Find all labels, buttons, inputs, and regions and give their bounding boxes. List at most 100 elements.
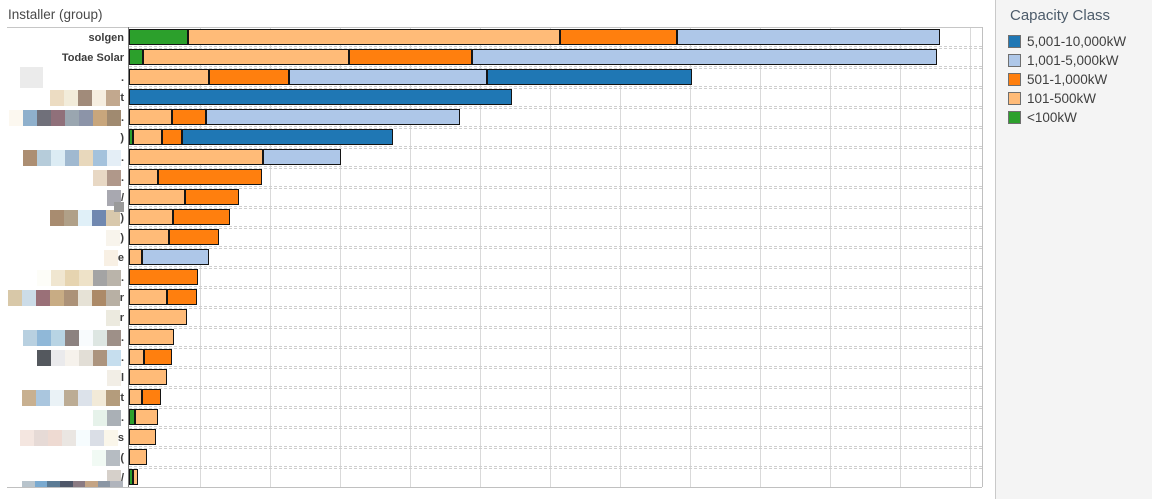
stacked-bar[interactable] <box>129 409 158 425</box>
row-label-text: solgen <box>88 32 124 44</box>
bar-segment-k501_1000[interactable] <box>162 129 182 145</box>
bar-segment-k501_1000[interactable] <box>142 389 161 405</box>
bar-segment-lt100[interactable] <box>129 409 135 425</box>
bar-segment-k101_500[interactable] <box>135 409 158 425</box>
bar-segment-k101_500[interactable] <box>129 109 172 125</box>
stacked-bar[interactable] <box>129 449 147 465</box>
bar-segment-k1001_5000[interactable] <box>263 149 341 165</box>
bar-segment-k501_1000[interactable] <box>158 169 262 185</box>
redacted-label-block <box>92 90 107 106</box>
row-label: . <box>0 68 126 88</box>
row-label: r <box>0 308 126 328</box>
stacked-bar[interactable] <box>129 29 940 45</box>
bar-row <box>129 308 982 329</box>
bar-segment-k101_500[interactable] <box>133 129 162 145</box>
bar-segment-k101_500[interactable] <box>129 329 174 345</box>
stacked-bar[interactable] <box>129 229 219 245</box>
bar-segment-lt100[interactable] <box>129 29 188 45</box>
bar-segment-k101_500[interactable] <box>129 429 156 445</box>
stacked-bar[interactable] <box>129 49 937 65</box>
row-separator <box>129 348 982 349</box>
legend-item-k1001_5000[interactable]: 1,001-5,000kW <box>996 51 1152 70</box>
bar-row <box>129 288 982 309</box>
bar-segment-k101_500[interactable] <box>129 229 169 245</box>
bar-segment-k1001_5000[interactable] <box>289 69 487 85</box>
redacted-label-block <box>64 350 79 366</box>
stacked-bar[interactable] <box>129 309 187 325</box>
bar-segment-k501_1000[interactable] <box>169 229 219 245</box>
stacked-bar[interactable] <box>129 389 161 405</box>
stacked-bar[interactable] <box>129 289 197 305</box>
bar-segment-k101_500[interactable] <box>129 149 263 165</box>
legend-item-k501_1000[interactable]: 501-1,000kW <box>996 70 1152 89</box>
redacted-label-block <box>78 110 93 126</box>
bar-segment-k101_500[interactable] <box>129 449 147 465</box>
stacked-bar[interactable] <box>129 429 156 445</box>
row-label: . <box>0 348 126 368</box>
stacked-bar[interactable] <box>129 129 393 145</box>
bar-segment-k101_500[interactable] <box>129 169 158 185</box>
bar-segment-k501_1000[interactable] <box>129 269 198 285</box>
bar-segment-k1001_5000[interactable] <box>142 249 209 265</box>
bar-segment-k501_1000[interactable] <box>167 289 197 305</box>
legend-item-k101_500[interactable]: 101-500kW <box>996 89 1152 108</box>
bar-segment-k501_1000[interactable] <box>144 349 172 365</box>
bar-segment-k101_500[interactable] <box>129 369 167 385</box>
stacked-bar[interactable] <box>129 369 167 385</box>
stacked-bar[interactable] <box>129 349 172 365</box>
bar-segment-k501_1000[interactable] <box>209 69 289 85</box>
bar-segment-k101_500[interactable] <box>129 309 187 325</box>
bar-segment-k5001_10000[interactable] <box>487 69 692 85</box>
bar-segment-k101_500[interactable] <box>129 389 142 405</box>
legend-swatch-icon <box>1008 73 1021 86</box>
bar-segment-k101_500[interactable] <box>129 189 185 205</box>
redacted-label-block <box>47 481 60 487</box>
bar-segment-k101_500[interactable] <box>129 69 209 85</box>
stacked-bar[interactable] <box>129 469 138 485</box>
row-separator <box>129 248 982 249</box>
bar-segment-k101_500[interactable] <box>129 209 173 225</box>
bar-segment-k101_500[interactable] <box>129 249 142 265</box>
stacked-bar[interactable] <box>129 109 460 125</box>
bar-segment-k5001_10000[interactable] <box>182 129 393 145</box>
bar-segment-k501_1000[interactable] <box>173 209 230 225</box>
bar-segment-k101_500[interactable] <box>133 469 138 485</box>
redacted-label-block <box>22 150 37 166</box>
bar-segment-lt100[interactable] <box>129 469 133 485</box>
stacked-bar[interactable] <box>129 169 262 185</box>
bar-segment-lt100[interactable] <box>129 129 133 145</box>
bar-segment-k501_1000[interactable] <box>172 109 206 125</box>
bar-segment-k1001_5000[interactable] <box>677 29 940 45</box>
stacked-bar[interactable] <box>129 329 174 345</box>
stacked-bar[interactable] <box>129 69 692 85</box>
stacked-bar[interactable] <box>129 269 198 285</box>
legend-item-lt100[interactable]: <100kW <box>996 108 1152 127</box>
row-axis-header: Installer (group) <box>8 7 103 22</box>
bar-segment-lt100[interactable] <box>129 49 143 65</box>
bar-segment-k1001_5000[interactable] <box>206 109 460 125</box>
stacked-bar[interactable] <box>129 89 512 105</box>
bar-segment-k101_500[interactable] <box>129 289 167 305</box>
bar-segment-k101_500[interactable] <box>129 349 144 365</box>
redacted-label-block <box>92 350 107 366</box>
bar-segment-k501_1000[interactable] <box>185 189 239 205</box>
bar-segment-k101_500[interactable] <box>188 29 560 45</box>
legend-item-k5001_10000[interactable]: 5,001-10,000kW <box>996 32 1152 51</box>
x-gridline <box>620 28 621 487</box>
bar-segment-k501_1000[interactable] <box>349 49 472 65</box>
bar-row <box>129 188 982 209</box>
stacked-bar[interactable] <box>129 209 230 225</box>
stacked-bar[interactable] <box>129 249 209 265</box>
bar-segment-k501_1000[interactable] <box>560 29 677 45</box>
redacted-label-block <box>106 90 121 106</box>
bar-segment-k101_500[interactable] <box>143 49 349 65</box>
bar-segment-k5001_10000[interactable] <box>129 89 512 105</box>
bar-segment-k1001_5000[interactable] <box>472 49 937 65</box>
row-separator <box>129 228 982 229</box>
bar-row <box>129 328 982 349</box>
row-label: e <box>0 248 126 268</box>
stacked-bar[interactable] <box>129 149 341 165</box>
row-label-text: . <box>120 332 124 344</box>
bar-row <box>129 228 982 249</box>
stacked-bar[interactable] <box>129 189 239 205</box>
